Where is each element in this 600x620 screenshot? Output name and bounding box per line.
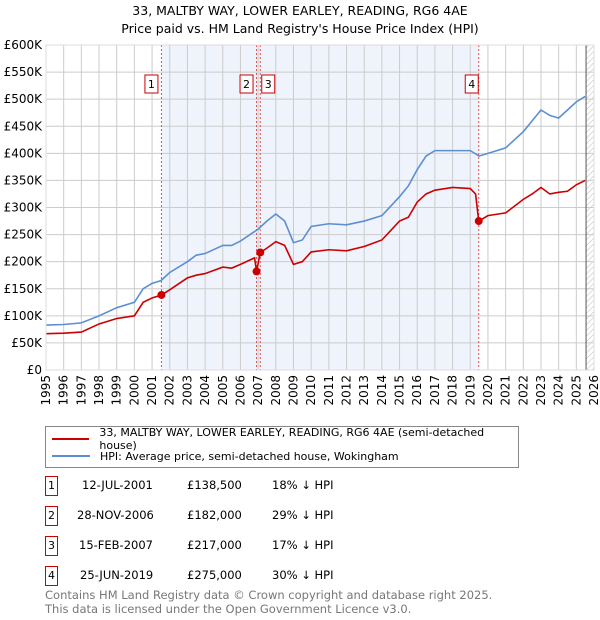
footer: Contains HM Land Registry data © Crown c… xyxy=(45,588,492,616)
x-tick-label: 2017 xyxy=(428,375,442,406)
sale-row: 2 28-NOV-2006 £182,000 29% ↓ HPI xyxy=(45,506,445,526)
x-tick-label: 2003 xyxy=(180,375,194,406)
sale-point xyxy=(256,248,265,257)
sale-number-badge: 2 xyxy=(45,506,58,526)
x-tick-label: 1998 xyxy=(92,375,106,406)
sale-number-badge: 3 xyxy=(45,536,58,556)
sale-date: 28-NOV-2006 xyxy=(77,508,154,522)
x-tick-label: 2000 xyxy=(127,375,141,406)
y-tick-label: £50K xyxy=(11,336,43,350)
y-tick-label: £550K xyxy=(4,65,44,79)
plot-border xyxy=(45,44,595,371)
legend-label: 33, MALTBY WAY, LOWER EARLEY, READING, R… xyxy=(99,426,485,452)
x-tick-label: 2001 xyxy=(145,375,159,406)
sale-marker-box xyxy=(144,74,159,94)
sale-row: 1 12-JUL-2001 £138,500 18% ↓ HPI xyxy=(45,476,445,496)
sale-number-badge: 1 xyxy=(45,476,58,496)
y-tick-label: £400K xyxy=(4,146,44,160)
sale-row: 3 15-FEB-2007 £217,000 17% ↓ HPI xyxy=(45,536,445,556)
x-tick-label: 2011 xyxy=(322,375,336,406)
legend-swatch-red xyxy=(52,438,90,440)
sale-number-badge: 4 xyxy=(45,566,58,586)
x-tick-label: 2015 xyxy=(393,375,407,406)
x-tick-label: 2020 xyxy=(481,375,495,406)
footer-line: This data is licensed under the Open Gov… xyxy=(45,602,412,616)
footer-line: Contains HM Land Registry data © Crown c… xyxy=(45,588,493,602)
sale-price: £182,000 xyxy=(187,508,242,522)
chart-title: 33, MALTBY WAY, LOWER EARLEY, READING, R… xyxy=(132,3,468,18)
x-tick-label: 2007 xyxy=(251,375,265,406)
hpi-line xyxy=(45,95,586,326)
sale-marker-box xyxy=(261,74,276,94)
sale-date: 15-FEB-2007 xyxy=(79,538,153,552)
sale-marker-box xyxy=(239,74,254,94)
sale-hpi-diff: 18% ↓ HPI xyxy=(272,478,334,492)
x-tick-label: 1995 xyxy=(39,375,53,406)
x-tick-label: 2025 xyxy=(569,375,583,406)
legend-swatch-blue xyxy=(52,455,90,457)
sale-date: 25-JUN-2019 xyxy=(80,568,154,582)
sale-point xyxy=(474,217,483,226)
sale-price: £275,000 xyxy=(187,568,242,582)
y-tick-label: £500K xyxy=(4,92,44,106)
sale-marker-label: 3 xyxy=(265,78,272,91)
legend-label: HPI: Average price, semi-detached house,… xyxy=(100,449,399,463)
price-chart: £0 £50K £100K £150K £200K £250K £300K £350K £400… xyxy=(4,38,600,406)
y-tick-label: £150K xyxy=(4,282,44,296)
y-tick-label: £300K xyxy=(4,201,44,215)
y-tick-label: £100K xyxy=(4,309,44,323)
y-tick-label: £250K xyxy=(4,228,44,242)
sale-hpi-diff: 30% ↓ HPI xyxy=(272,568,334,582)
x-tick-label: 2012 xyxy=(340,375,354,406)
x-tick-label: 2004 xyxy=(198,375,212,406)
x-tick-label: 2023 xyxy=(534,375,548,406)
x-tick-label: 2021 xyxy=(499,375,513,406)
y-tick-label: £350K xyxy=(4,173,44,187)
x-tick-label: 2019 xyxy=(463,375,477,406)
x-tick-label: 2010 xyxy=(304,375,318,406)
sale-date: 12-JUL-2001 xyxy=(82,478,153,492)
x-tick-label: 2024 xyxy=(552,375,566,406)
x-tick-label: 2026 xyxy=(587,375,600,406)
sale-marker-label: 2 xyxy=(243,78,250,91)
y-tick-label: £600K xyxy=(4,38,44,52)
sale-price: £217,000 xyxy=(187,538,242,552)
sale-hpi-diff: 17% ↓ HPI xyxy=(272,538,334,552)
y-tick-label: £450K xyxy=(4,119,44,133)
x-tick-label: 1997 xyxy=(74,375,88,406)
legend-item-property: 33, MALTBY WAY, LOWER EARLEY, READING, R… xyxy=(46,426,518,452)
sale-hpi-diff: 29% ↓ HPI xyxy=(272,508,334,522)
legend-item-hpi: HPI: Average price, semi-detached house,… xyxy=(46,448,399,464)
x-tick-label: 2014 xyxy=(375,375,389,406)
x-tick-label: 2018 xyxy=(446,375,460,406)
x-tick-label: 1996 xyxy=(57,375,71,406)
x-tick-label: 2002 xyxy=(163,375,177,406)
legend: 33, MALTBY WAY, LOWER EARLEY, READING, R… xyxy=(45,426,519,468)
x-tick-label: 2022 xyxy=(516,375,530,406)
x-tick-label: 2005 xyxy=(216,375,230,406)
x-tick-label: 2008 xyxy=(269,375,283,406)
y-tick-label: £0 xyxy=(27,363,42,377)
x-tick-label: 1999 xyxy=(110,375,124,406)
sale-marker-label: 1 xyxy=(148,78,155,91)
x-tick-label: 2009 xyxy=(286,375,300,406)
sale-marker-label: 4 xyxy=(468,78,475,91)
sale-point xyxy=(252,267,261,276)
chart-subtitle: Price paid vs. HM Land Registry's House … xyxy=(121,21,479,36)
sale-row: 4 25-JUN-2019 £275,000 30% ↓ HPI xyxy=(45,566,445,586)
sale-point xyxy=(157,290,166,299)
x-tick-label: 2016 xyxy=(410,375,424,406)
sale-price: £138,500 xyxy=(187,478,242,492)
x-tick-label: 2006 xyxy=(233,375,247,406)
y-tick-label: £200K xyxy=(4,255,44,269)
x-tick-label: 2013 xyxy=(357,375,371,406)
sale-marker-box xyxy=(464,74,479,94)
